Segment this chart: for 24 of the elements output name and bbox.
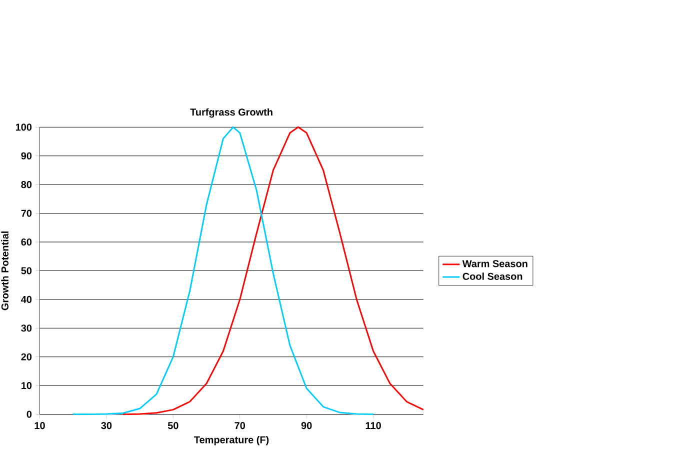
line-series <box>122 126 424 416</box>
legend-label: Warm Season <box>462 260 528 268</box>
y-tick-label: 0 <box>26 410 32 418</box>
x-tick-label: 30 <box>101 422 112 430</box>
x-tick-label: 10 <box>34 422 45 430</box>
x-tick-label: 90 <box>301 422 312 430</box>
line-series <box>72 126 374 416</box>
legend-label: Cool Season <box>462 272 522 280</box>
y-tick-label: 40 <box>21 296 32 304</box>
x-axis-title: Temperature (F) <box>194 436 269 446</box>
y-axis-title: Growth Potential <box>1 232 8 310</box>
chart-title: Turfgrass Growth <box>190 108 272 118</box>
y-tick-label: 30 <box>21 324 32 332</box>
y-tick-label: 50 <box>21 267 32 274</box>
y-tick-label: 80 <box>21 181 32 188</box>
x-tick-label: 50 <box>168 422 178 430</box>
y-tick-label: 10 <box>21 382 32 390</box>
y-tick-label: 70 <box>21 210 32 218</box>
x-tick-label: 70 <box>234 422 246 430</box>
y-tick-label: 100 <box>16 124 32 131</box>
x-tick-label: 110 <box>366 422 381 430</box>
y-tick-label: 20 <box>21 354 32 361</box>
y-tick-label: 90 <box>21 152 32 160</box>
y-tick-label: 60 <box>21 238 32 246</box>
